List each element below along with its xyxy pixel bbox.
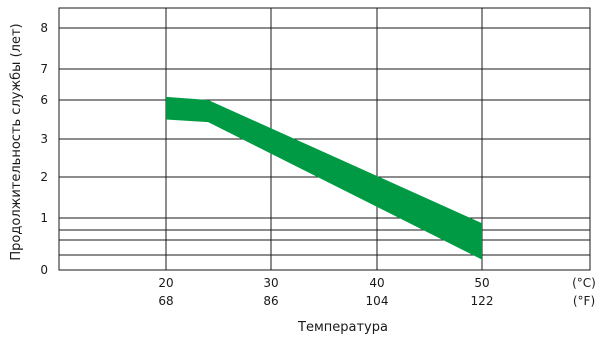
service-life-band [166, 96, 482, 260]
y-tick-label-6: 6 [40, 93, 48, 107]
y-tick-label-7: 7 [40, 62, 48, 76]
x-axis-ticks: 20 68 30 86 40 104 50 122 [158, 276, 493, 308]
data-layer [166, 96, 482, 260]
x-tick-fahrenheit-122: 122 [471, 294, 494, 308]
x-tick-celsius-40: 40 [369, 276, 384, 290]
x-tick-celsius-20: 20 [158, 276, 173, 290]
x-tick-fahrenheit-68: 68 [158, 294, 173, 308]
y-tick-label-0: 0 [40, 263, 48, 277]
y-tick-label-3: 3 [40, 132, 48, 146]
plot-frame [58, 7, 591, 271]
x-tick-fahrenheit-104: 104 [366, 294, 389, 308]
y-tick-label-1: 1 [40, 211, 48, 225]
grid-lines [59, 8, 590, 270]
x-tick-celsius-50: 50 [474, 276, 489, 290]
y-tick-label-2: 2 [40, 170, 48, 184]
y-tick-label-8: 8 [40, 21, 48, 35]
x-axis-title: Температура [297, 320, 388, 335]
x-tick-fahrenheit-86: 86 [263, 294, 278, 308]
y-axis-title: Продолжительность службы (лет) [9, 23, 24, 260]
x-unit-fahrenheit: (°F) [573, 294, 595, 308]
x-tick-celsius-30: 30 [263, 276, 278, 290]
x-unit-celsius: (°C) [572, 276, 596, 290]
y-axis-ticks: 0 1 2 3 6 7 8 [40, 21, 48, 277]
